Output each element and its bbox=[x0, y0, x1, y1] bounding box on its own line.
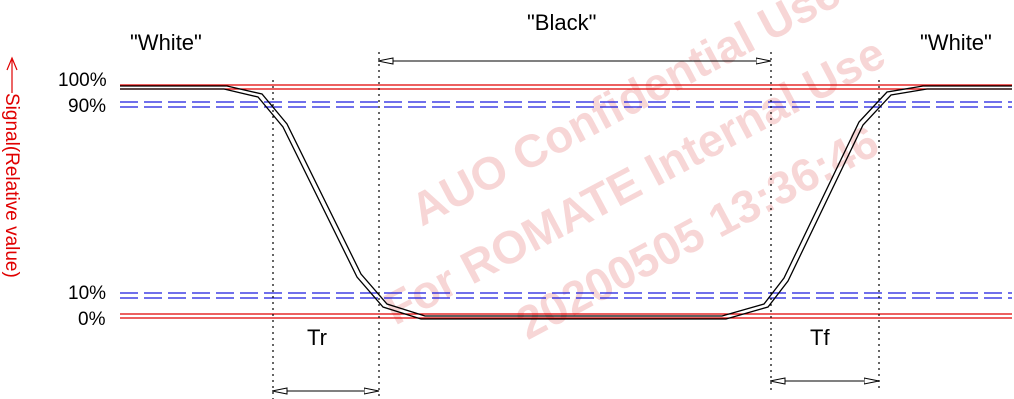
tick-100: 100% bbox=[58, 70, 107, 91]
reference-line-10 bbox=[120, 292, 1012, 299]
y-axis-arrowhead bbox=[6, 56, 18, 71]
timing-markers bbox=[272, 52, 880, 399]
label-fall-time: Tf bbox=[810, 325, 830, 350]
tick-0: 0% bbox=[78, 309, 106, 330]
watermark: AUO Confidential Use For ROMATE Internal… bbox=[375, 0, 893, 349]
label-white-right: "White" bbox=[920, 30, 992, 55]
tick-10: 10% bbox=[68, 283, 106, 304]
waveform bbox=[120, 85, 1012, 320]
reference-line-0 bbox=[120, 313, 1012, 319]
tick-90: 90% bbox=[68, 96, 106, 117]
y-axis-label: Signal(Relative value) bbox=[1, 93, 22, 278]
label-white-left: "White" bbox=[130, 30, 202, 55]
label-black: "Black" bbox=[527, 10, 596, 35]
label-rise-time: Tr bbox=[307, 325, 327, 350]
reference-line-100 bbox=[120, 84, 1012, 90]
